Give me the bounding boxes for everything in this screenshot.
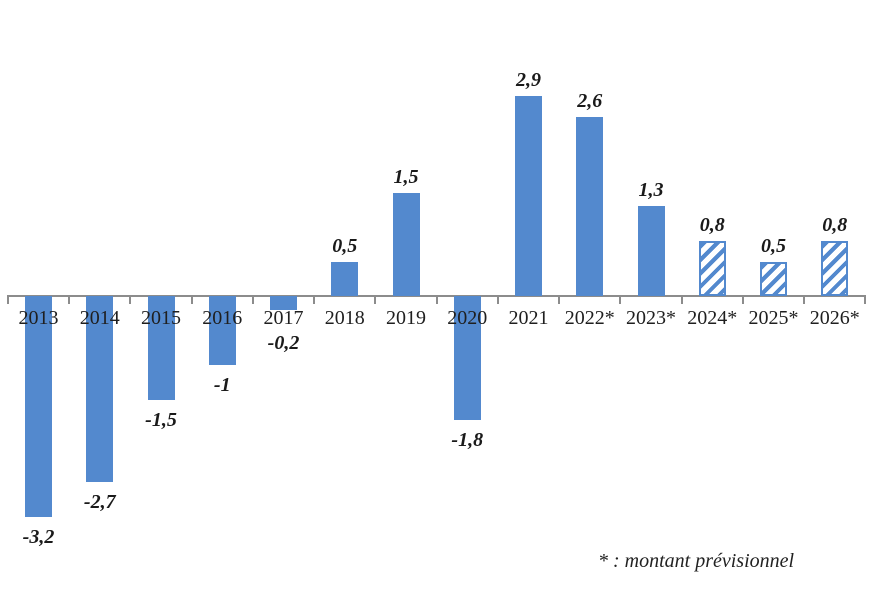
axis-tick <box>374 295 377 304</box>
category-label: 2013 <box>18 307 59 329</box>
category-label: 2016 <box>202 307 243 329</box>
bar-value-label: 2,6 <box>577 89 603 112</box>
axis-tick <box>6 295 9 304</box>
category-label: 2024* <box>687 307 738 329</box>
bar-value-label: 2,9 <box>516 68 542 91</box>
category-label: 2014 <box>79 307 120 329</box>
bar-provisional <box>821 240 849 296</box>
bar-value-label: -1 <box>213 374 231 396</box>
bar <box>576 116 604 296</box>
axis-tick <box>496 295 499 304</box>
category-label: 2025* <box>748 307 799 329</box>
axis-tick <box>680 295 683 304</box>
bar-value-label: -3,2 <box>22 525 55 548</box>
bar-provisional <box>760 261 788 296</box>
category-label: 2015 <box>141 307 182 329</box>
bar-value-label: -2,7 <box>83 491 116 514</box>
bar <box>392 192 420 296</box>
axis-tick <box>864 295 867 304</box>
axis-tick <box>803 295 806 304</box>
bar-value-label: 1,5 <box>393 165 419 188</box>
bar-value-label: 0,5 <box>332 234 358 257</box>
bar <box>637 206 665 296</box>
category-label: 2019 <box>386 307 427 329</box>
bar-value-label: 0,5 <box>761 234 787 257</box>
axis-tick <box>619 295 622 304</box>
axis-tick <box>741 295 744 304</box>
bar <box>453 296 481 421</box>
bar <box>147 296 175 400</box>
category-label: 2022* <box>564 307 615 329</box>
category-label: 2023* <box>626 307 677 329</box>
bar <box>270 296 298 310</box>
bar <box>208 296 236 365</box>
axis-tick <box>190 295 193 304</box>
bar-value-label: -1,8 <box>451 429 484 452</box>
bar <box>86 296 114 483</box>
bar-value-label: 0,8 <box>699 213 725 236</box>
axis-tick <box>313 295 316 304</box>
category-label: 2020 <box>447 307 488 329</box>
axis-tick <box>129 295 132 304</box>
axis-tick <box>68 295 71 304</box>
bar-value-label: 0,8 <box>822 213 848 236</box>
bar-value-label: -1,5 <box>145 408 177 431</box>
chart-footnote: * : montant prévisionnel <box>598 550 795 572</box>
bar-value-label: -0,2 <box>267 332 300 354</box>
category-label: 2021 <box>508 307 549 329</box>
category-label: 2017 <box>263 307 304 329</box>
bar <box>25 296 53 517</box>
category-label: 2026* <box>809 307 860 329</box>
bar-value-label: 1,3 <box>638 179 664 202</box>
bar <box>331 261 359 296</box>
axis-tick <box>558 295 561 304</box>
category-label: 2018 <box>324 307 365 329</box>
bar <box>515 95 543 296</box>
axis-tick <box>435 295 438 304</box>
axis-tick <box>251 295 254 304</box>
bar-provisional <box>698 240 726 296</box>
